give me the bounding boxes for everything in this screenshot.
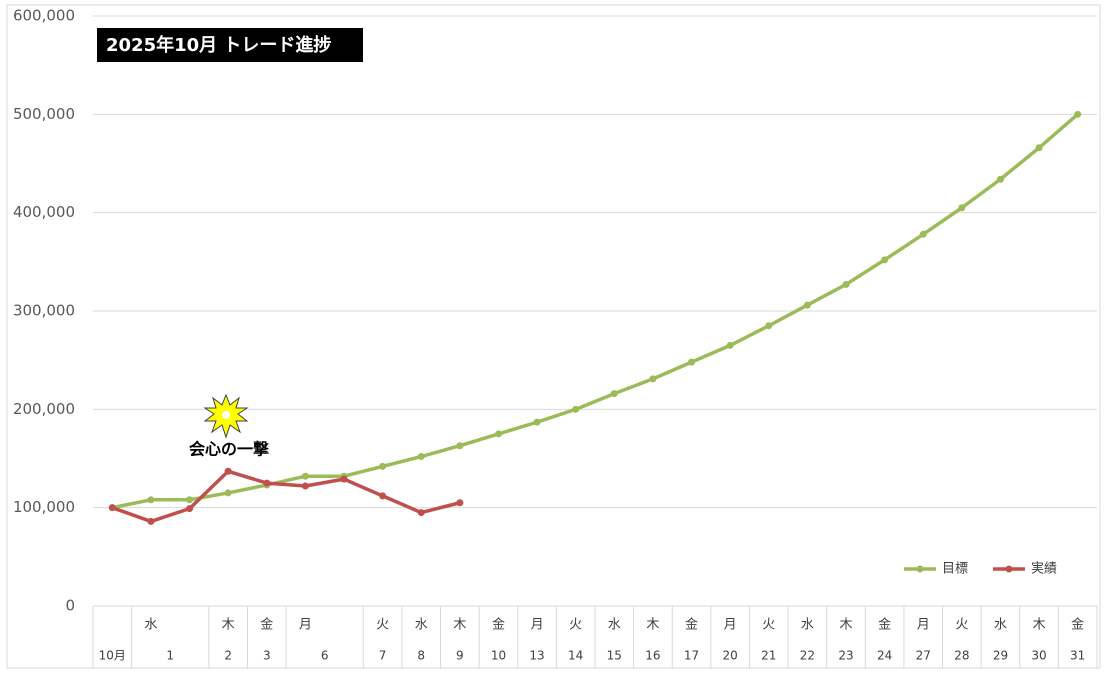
data-point [688,358,696,366]
annotation: 会心の一撃 [189,440,269,459]
data-point [301,472,309,480]
data-point [456,499,464,507]
y-tick-label: 100,000 [13,498,75,516]
weekday-label: 木 [222,618,235,633]
x-tick-label: 29 [993,649,1008,663]
weekday-label: 月 [299,618,312,633]
data-point [147,517,155,525]
data-point [494,430,502,438]
x-tick-label: 7 [379,649,387,663]
weekday-label: 火 [955,618,968,633]
weekday-label: 金 [685,617,698,633]
x-tick-label: 27 [916,649,931,663]
starburst-core [222,411,230,419]
weekday-label: 金 [260,617,273,633]
weekday-label: 金 [1071,617,1084,633]
weekday-label: 月 [917,618,930,633]
data-point [224,489,232,497]
x-tick-label: 22 [800,649,815,663]
data-point [726,341,734,349]
data-point [224,467,232,475]
data-point [417,509,425,517]
legend-label: 実績 [1031,561,1057,577]
data-point [1074,110,1082,118]
data-point [572,405,580,413]
y-tick-label: 200,000 [13,400,75,418]
x-tick-label: 13 [529,649,544,663]
weekday-label: 月 [531,618,544,633]
x-tick-label: 23 [838,649,853,663]
weekday-label: 火 [376,618,389,633]
data-point [996,175,1004,183]
x-tick-label: 8 [417,649,425,663]
data-point [186,496,194,504]
weekday-label: 木 [1033,618,1046,633]
data-point [417,453,425,461]
data-point [958,204,966,212]
data-point [456,442,464,450]
weekday-label: 金 [492,617,505,633]
x-tick-label: 3 [263,649,271,663]
data-point [301,482,309,490]
y-tick-label: 600,000 [13,7,75,25]
data-point [610,390,618,398]
title-box [97,28,363,62]
x-tick-label: 2 [224,649,232,663]
data-point [649,375,657,383]
x-tick-label: 30 [1031,649,1046,663]
y-tick-label: 0 [65,597,75,615]
chart-frame [6,4,1101,669]
data-point [263,479,271,487]
data-point [147,496,155,504]
weekday-label: 水 [415,618,428,633]
data-point [881,256,889,264]
weekday-label: 火 [762,618,775,633]
x-tick-label: 20 [723,649,738,663]
data-point [379,492,387,500]
x-tick-label: 31 [1070,649,1085,663]
weekday-label: 月 [724,618,737,633]
data-point [340,475,348,483]
x-tick-label: 24 [877,649,892,663]
weekday-label: 金 [878,617,891,633]
weekday-label: 木 [839,618,852,633]
x-tick-label: 16 [645,649,660,663]
x-tick-label: 10月 [99,649,126,663]
weekday-label: 水 [608,618,621,633]
weekday-label: 木 [646,618,659,633]
weekday-label: 水 [994,618,1007,633]
data-point [379,462,387,470]
chart-title: 2025年10月 トレード進捗 [106,34,331,56]
y-tick-label: 400,000 [13,203,75,221]
x-tick-label: 6 [321,649,329,663]
data-point [186,505,194,513]
x-tick-label: 15 [607,649,622,663]
x-tick-label: 28 [954,649,969,663]
data-point [533,418,541,426]
data-point [765,322,773,330]
weekday-label: 火 [569,618,582,633]
x-tick-label: 10 [491,649,506,663]
x-tick-label: 21 [761,649,776,663]
data-point [919,230,927,238]
legend-label: 目標 [942,562,968,577]
weekday-label: 水 [801,618,814,633]
weekday-label: 木 [453,618,466,633]
x-tick-label: 17 [684,649,699,663]
data-point [1035,144,1043,152]
y-tick-label: 300,000 [13,302,75,320]
legend-marker [916,565,924,573]
weekday-label: 水 [144,618,157,633]
grid [93,15,1097,607]
x-tick-label: 14 [568,649,583,663]
data-point [108,504,116,512]
data-point [803,301,811,309]
x-tick-label: 1 [166,649,174,663]
y-tick-label: 500,000 [13,105,75,123]
data-point [842,280,850,288]
x-tick-label: 9 [456,649,464,663]
series-line [111,469,461,524]
legend-marker [1005,565,1013,573]
